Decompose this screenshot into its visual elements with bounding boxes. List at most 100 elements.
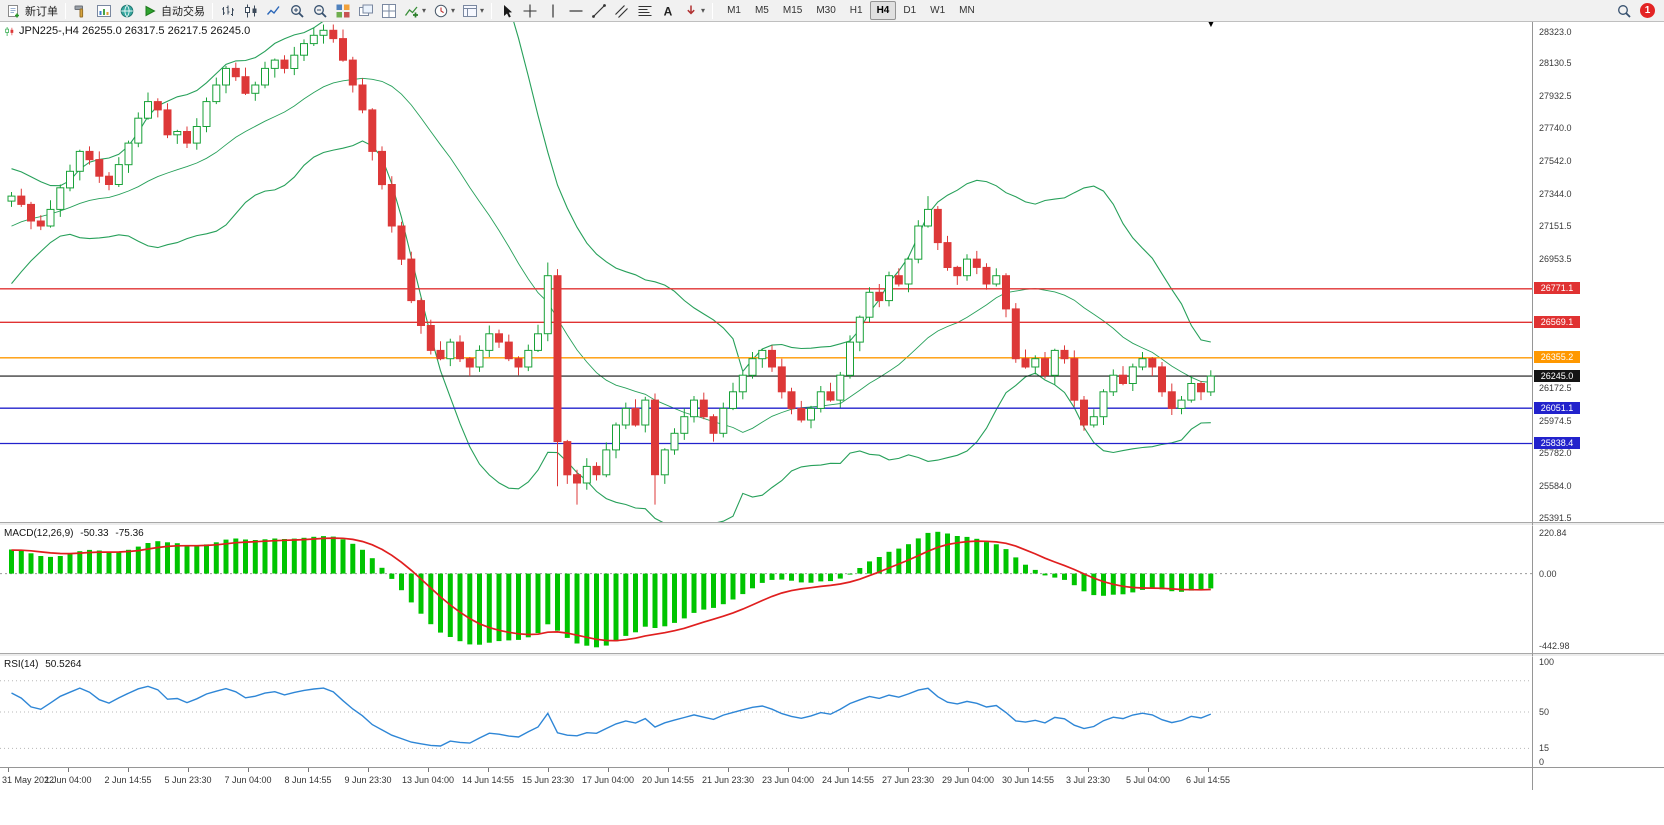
bar-chart-button[interactable] xyxy=(217,1,239,21)
zoom-out-button[interactable] xyxy=(309,1,331,21)
timeframe-m15[interactable]: M15 xyxy=(782,5,803,16)
rsi-name: RSI(14) xyxy=(4,659,39,670)
time-axis-tick xyxy=(1028,768,1029,772)
time-axis[interactable]: 31 May 2022 1 Jun 04:00 2 Jun 14:55 5 Jun 2… xyxy=(0,768,1532,790)
time-axis-label: 2 Jun 14:55 xyxy=(104,775,152,785)
dropdown-arrow-icon[interactable]: ▾ xyxy=(480,6,485,15)
fibonacci-tool-button[interactable] xyxy=(634,1,656,21)
autotrading-button[interactable]: 自动交易 xyxy=(139,1,208,21)
time-axis-label: 21 Jun 23:30 xyxy=(701,775,755,785)
cursor-tool-button[interactable] xyxy=(496,1,518,21)
timeframe-m30[interactable]: M30 xyxy=(816,5,836,16)
tile-windows-button[interactable] xyxy=(332,1,354,21)
arrows-tool-button[interactable]: ▾ xyxy=(680,1,708,21)
indicators-button[interactable]: ▾ xyxy=(401,1,429,21)
bars-icon xyxy=(220,3,236,19)
pane-splitter[interactable] xyxy=(1532,522,1664,526)
timeframe-group: M1 M5 M15 M30 H1 H4 D1 W1 MN xyxy=(720,1,982,20)
time-axis-label: 9 Jun 23:30 xyxy=(344,775,392,785)
metaeditor-button[interactable] xyxy=(70,1,92,21)
candlestick-chart-button[interactable] xyxy=(240,1,262,21)
arrowmark-icon xyxy=(683,3,699,19)
time-axis-tick xyxy=(548,768,549,772)
time-axis-label: 24 Jun 14:55 xyxy=(821,775,875,785)
time-axis-row: 31 May 2022 1 Jun 04:00 2 Jun 14:55 5 Jun 2… xyxy=(0,767,1664,790)
chart-shift-marker[interactable]: ▼ xyxy=(1206,22,1216,30)
price-chart-canvas[interactable] xyxy=(0,22,1532,522)
timeframe-m5[interactable]: M5 xyxy=(754,5,769,16)
horizontal-line-tool-button[interactable] xyxy=(565,1,587,21)
axis-corner xyxy=(1532,768,1664,790)
price-level-badge: 26569.1 xyxy=(1534,315,1580,328)
price-axis[interactable]: 28323.0 28130.5 27932.5 27740.0 27542.0 27344… xyxy=(1532,22,1664,523)
macd-label: MACD(12,26,9) -50.33 -75.36 xyxy=(4,528,148,539)
hline-icon xyxy=(568,3,584,19)
time-axis-tick xyxy=(908,768,909,772)
clock-icon xyxy=(433,3,449,19)
cascade-icon xyxy=(358,3,374,19)
search-button[interactable] xyxy=(1613,1,1635,21)
time-axis-label: 1 Jun 04:00 xyxy=(44,775,92,785)
dropdown-arrow-icon[interactable]: ▾ xyxy=(701,6,706,15)
rsi-scale-label: 100 xyxy=(1539,657,1555,667)
pane-splitter[interactable] xyxy=(0,653,1532,657)
price-tick-label: 27344.0 xyxy=(1539,188,1572,199)
macd-axis[interactable]: 220.84 0.00 -442.98 xyxy=(1532,526,1664,653)
time-axis-label: 8 Jun 14:55 xyxy=(284,775,332,785)
time-axis-tick xyxy=(308,768,309,772)
time-axis-tick xyxy=(848,768,849,772)
rsi-axis[interactable]: 100 50 15 0 xyxy=(1532,657,1664,767)
price-level-badge: 26771.1 xyxy=(1534,282,1580,295)
trendline-tool-button[interactable] xyxy=(588,1,610,21)
price-tick-label: 25584.0 xyxy=(1539,480,1572,491)
rsi-pane: RSI(14) 50.5264 xyxy=(0,657,1532,767)
macd-row: MACD(12,26,9) -50.33 -75.36 220.84 0.00 -4… xyxy=(0,526,1664,653)
timeframe-h1[interactable]: H1 xyxy=(849,5,863,16)
vertical-line-tool-button[interactable] xyxy=(542,1,564,21)
price-tick-label: 25391.5 xyxy=(1539,512,1572,523)
templates-button[interactable]: ▾ xyxy=(459,1,487,21)
timeframe-mn[interactable]: MN xyxy=(959,5,975,16)
cascade-windows-button[interactable] xyxy=(355,1,377,21)
timeframe-h4[interactable]: H4 xyxy=(869,1,897,20)
time-axis-tick xyxy=(248,768,249,772)
arrange-windows-button[interactable] xyxy=(378,1,400,21)
notification-badge[interactable]: 1 xyxy=(1640,3,1655,18)
toolbar-separator xyxy=(212,2,213,19)
periods-button[interactable]: ▾ xyxy=(430,1,458,21)
channel-tool-button[interactable] xyxy=(611,1,633,21)
mql5-community-button[interactable] xyxy=(116,1,138,21)
time-axis-label: 5 Jun 23:30 xyxy=(164,775,212,785)
macd-canvas[interactable] xyxy=(0,526,1532,653)
time-axis-label: 13 Jun 04:00 xyxy=(401,775,455,785)
time-axis-tick xyxy=(608,768,609,772)
zoomin-icon xyxy=(289,3,305,19)
dropdown-arrow-icon[interactable]: ▾ xyxy=(422,6,427,15)
price-tick-label: 28323.0 xyxy=(1539,26,1572,37)
timeframe-m1[interactable]: M1 xyxy=(727,5,741,16)
zoom-in-button[interactable] xyxy=(286,1,308,21)
line-chart-button[interactable] xyxy=(263,1,285,21)
time-axis-tick xyxy=(428,768,429,772)
dropdown-arrow-icon[interactable]: ▾ xyxy=(451,6,456,15)
timeframe-d1[interactable]: D1 xyxy=(903,5,917,16)
text-tool-button[interactable]: A xyxy=(657,1,679,21)
price-tick-label: 28130.5 xyxy=(1539,58,1572,69)
market-watch-button[interactable] xyxy=(93,1,115,21)
pane-splitter[interactable] xyxy=(1532,653,1664,657)
crosshair-tool-button[interactable] xyxy=(519,1,541,21)
rsi-canvas[interactable] xyxy=(0,657,1532,767)
rsi-scale-label: 15 xyxy=(1539,743,1550,754)
pane-splitter[interactable] xyxy=(0,522,1532,526)
time-axis-label: 5 Jul 04:00 xyxy=(1125,775,1171,785)
time-axis-label: 14 Jun 14:55 xyxy=(461,775,515,785)
macd-scale-label: 220.84 xyxy=(1539,528,1567,538)
neworder-icon xyxy=(6,3,22,19)
time-axis-tick xyxy=(788,768,789,772)
rsi-value: 50.5264 xyxy=(45,659,82,670)
rsi-scale-label: 0 xyxy=(1539,757,1545,767)
time-axis-label: 6 Jul 14:55 xyxy=(1185,775,1231,785)
new-order-button[interactable]: 新订单 xyxy=(3,1,61,21)
timeframe-w1[interactable]: W1 xyxy=(930,5,946,16)
